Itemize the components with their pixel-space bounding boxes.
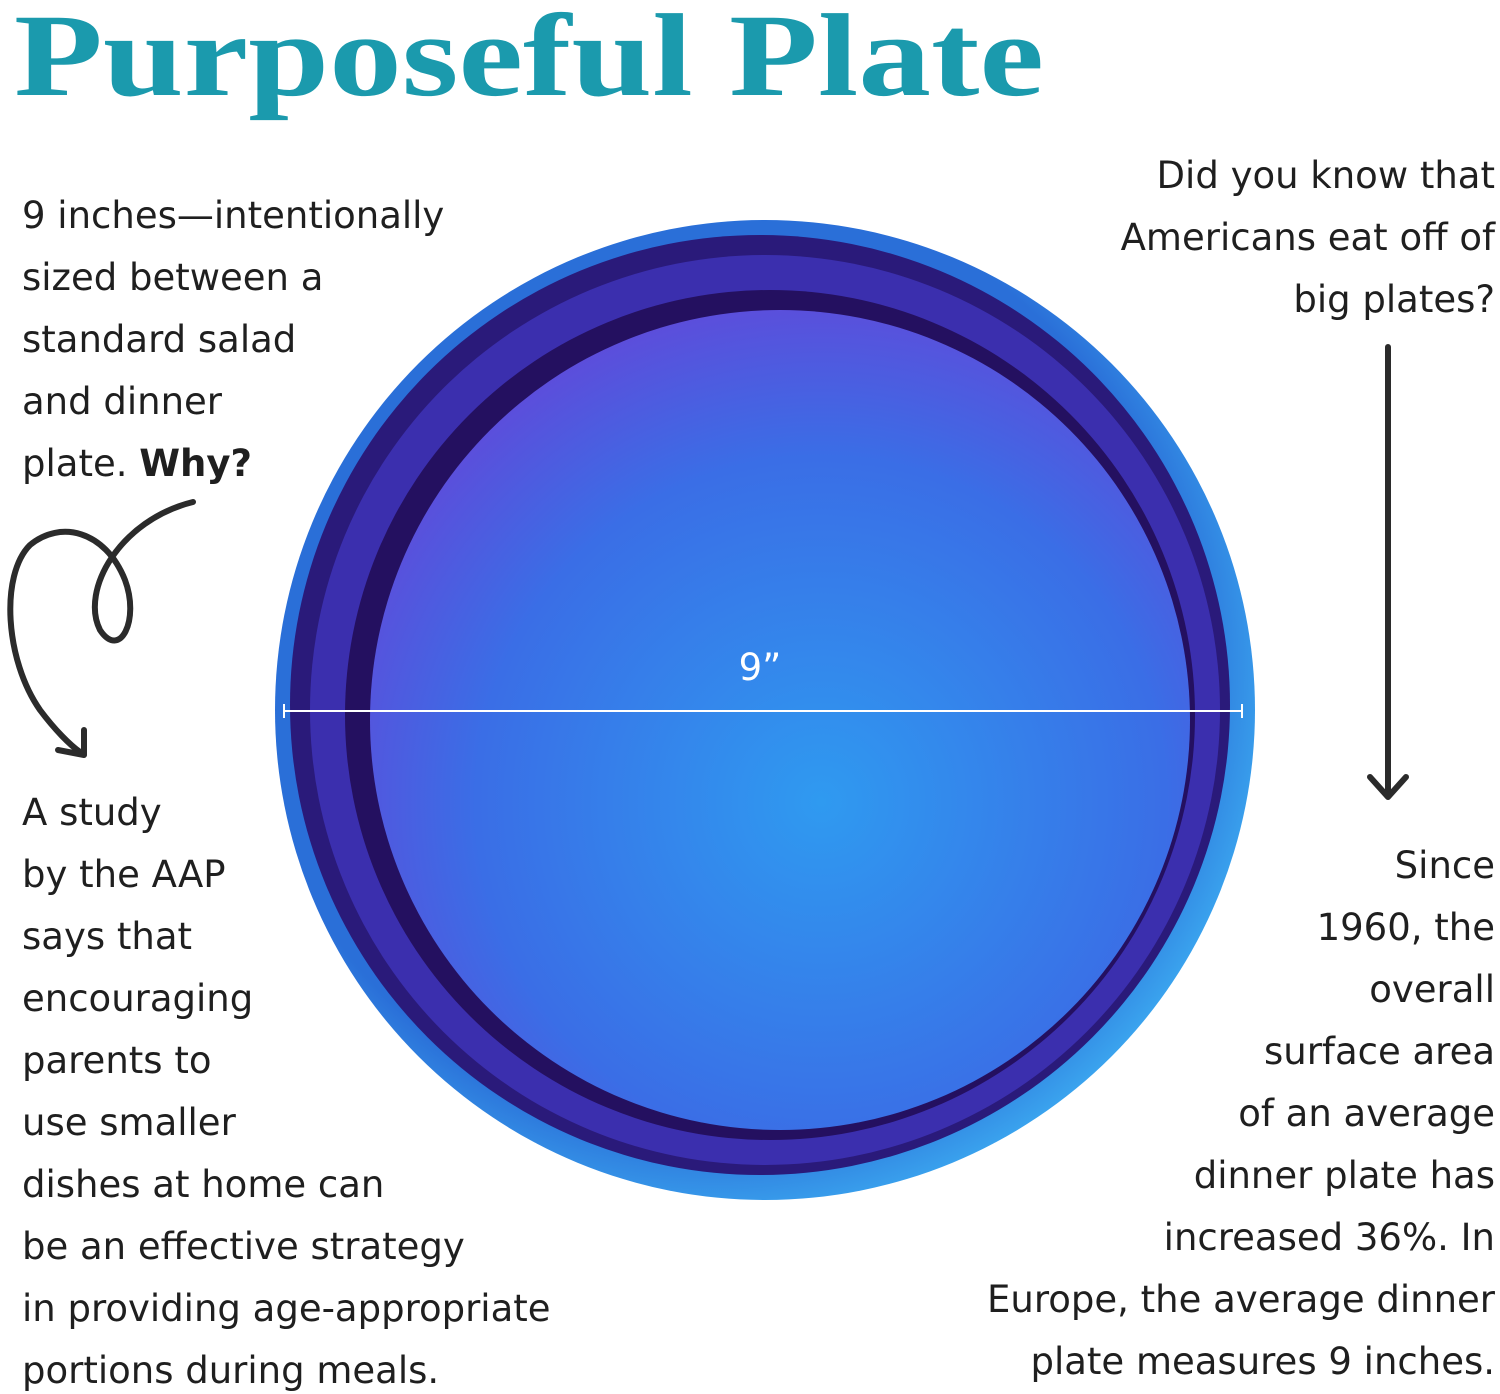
text-line: 1960, the: [1317, 906, 1495, 949]
text-line: dinner plate has: [1194, 1154, 1495, 1197]
text-line: plate.: [22, 442, 127, 485]
text-line: by the AAP: [22, 853, 226, 896]
curly-arrow: [7, 499, 196, 758]
title: Purposeful Plate: [14, 0, 1044, 121]
text-line: encouraging: [22, 977, 253, 1020]
text-line: Europe, the average dinner: [987, 1278, 1496, 1321]
text-line: Since: [1395, 844, 1495, 887]
text-line: overall: [1369, 968, 1495, 1011]
text-line: in providing age-appropriate: [22, 1287, 551, 1330]
text-line: Americans eat off of: [1121, 216, 1496, 259]
text-line: standard salad: [22, 318, 296, 361]
straight-arrow: [1367, 344, 1409, 800]
plate-label: 9”: [739, 646, 782, 689]
text-line: parents to: [22, 1039, 211, 1082]
text-line: A study: [22, 791, 162, 834]
text-line: portions during meals.: [22, 1349, 439, 1392]
text-line: big plates?: [1293, 278, 1495, 321]
text-line: sized between a: [22, 256, 323, 299]
text-line: use smaller: [22, 1101, 237, 1144]
text-line: dishes at home can: [22, 1163, 384, 1206]
text-line: of an average: [1238, 1092, 1495, 1135]
plate: [275, 220, 1255, 1200]
text-line: plate measures 9 inches.: [1030, 1340, 1495, 1383]
text-line: plate. Why?: [22, 442, 252, 485]
emphasis: Why?: [139, 442, 252, 485]
text-line: says that: [22, 915, 192, 958]
text-line: be an effective strategy: [22, 1225, 465, 1268]
text-line: increased 36%. In: [1164, 1216, 1495, 1259]
text-line: and dinner: [22, 380, 223, 423]
text-line: 9 inches—intentionally: [22, 194, 444, 237]
text-line: surface area: [1264, 1030, 1495, 1073]
text-line: Did you know that: [1157, 154, 1495, 197]
